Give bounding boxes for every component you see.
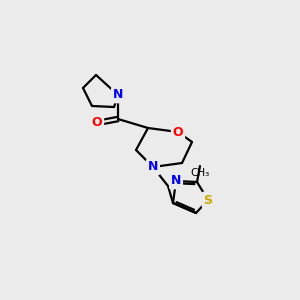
- Text: N: N: [113, 88, 123, 101]
- Text: N: N: [148, 160, 158, 173]
- Text: O: O: [92, 116, 102, 130]
- Text: S: S: [203, 194, 212, 206]
- Text: CH₃: CH₃: [190, 168, 210, 178]
- Text: O: O: [173, 125, 183, 139]
- Text: N: N: [171, 175, 181, 188]
